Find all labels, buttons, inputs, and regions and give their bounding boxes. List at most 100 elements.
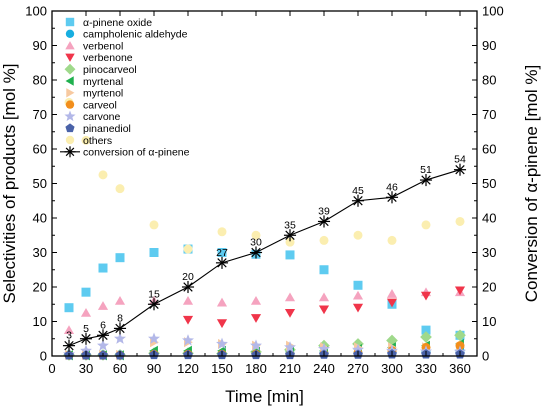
- y-right-tick-label: 20: [482, 280, 496, 295]
- y-right-tick-label: 90: [482, 38, 496, 53]
- legend-label: verbenone: [83, 52, 133, 64]
- data-label: 39: [318, 205, 330, 217]
- data-point: [96, 329, 110, 342]
- data-point: [114, 332, 126, 344]
- legend-label: campholenic aldehyde: [83, 29, 188, 41]
- asterisk-stroke: [455, 164, 465, 175]
- data-point: [317, 215, 331, 228]
- asterisk-stroke: [81, 334, 91, 344]
- data-point: [453, 163, 467, 176]
- y-right-tick-label: 80: [482, 73, 496, 88]
- data-point: [113, 322, 127, 335]
- data-point: [352, 290, 364, 300]
- data-point: [284, 308, 296, 318]
- legend-marker: [65, 17, 75, 27]
- data-point: [81, 287, 91, 297]
- legend-marker: [65, 135, 75, 145]
- asterisk-stroke: [64, 340, 74, 351]
- legend-marker: [65, 41, 75, 50]
- series-3: [182, 286, 466, 329]
- data-label: 6: [100, 319, 106, 331]
- asterisk-stroke: [387, 192, 397, 203]
- legend-label: α-pinene oxide: [83, 17, 152, 29]
- legend-label: carvone: [83, 111, 121, 123]
- series-2: [63, 287, 466, 335]
- y-right-tick-label: 50: [482, 176, 496, 191]
- data-point: [420, 331, 432, 343]
- asterisk-stroke: [319, 216, 329, 227]
- y-left-tick-label: 80: [33, 73, 47, 88]
- data-point: [114, 295, 126, 305]
- y-left-tick-label: 70: [33, 107, 47, 122]
- data-point: [318, 305, 330, 315]
- legend-item: pinocarveol: [64, 63, 137, 76]
- legend-item: myrtenal: [65, 76, 123, 88]
- legend-label: pinocarveol: [83, 64, 137, 76]
- legend-marker: [66, 88, 75, 98]
- y-left-tick-label: 50: [33, 176, 47, 191]
- x-tick-label: 150: [211, 361, 233, 376]
- data-label: 35: [284, 219, 296, 231]
- data-point: [386, 298, 398, 308]
- asterisk-stroke: [251, 247, 261, 258]
- data-point: [352, 343, 364, 355]
- data-point: [63, 325, 75, 335]
- asterisk-stroke: [353, 196, 363, 206]
- y-right-tick-label: 40: [482, 211, 496, 226]
- data-point: [454, 329, 466, 342]
- data-point: [353, 280, 363, 290]
- data-label: 54: [454, 154, 466, 166]
- x-tick-label: 210: [279, 361, 301, 376]
- data-point: [421, 325, 431, 335]
- data-point: [318, 292, 330, 302]
- legend-item: carveol: [65, 99, 117, 111]
- data-point: [182, 295, 194, 305]
- data-point: [183, 244, 193, 254]
- data-point: [352, 303, 364, 313]
- x-tick-label: 60: [113, 361, 127, 376]
- data-point: [285, 237, 295, 247]
- data-point: [62, 339, 76, 352]
- data-point: [421, 220, 431, 230]
- data-point: [217, 248, 227, 257]
- data-point: [97, 339, 109, 351]
- y-right-tick-label: 70: [482, 107, 496, 122]
- y-left-tick-label: 60: [33, 142, 47, 157]
- data-point: [283, 229, 297, 242]
- data-point: [217, 227, 227, 237]
- asterisk-stroke: [421, 175, 431, 185]
- data-label: 3: [66, 330, 72, 342]
- data-point: [249, 246, 263, 259]
- asterisk-stroke: [285, 230, 295, 240]
- legend-marker: [64, 110, 76, 122]
- x-tick-label: 270: [347, 361, 369, 376]
- legend-label: conversion of α-pinene: [83, 147, 190, 159]
- x-axis-title: Time [min]: [225, 387, 304, 406]
- data-point: [147, 298, 161, 311]
- legend-marker: [65, 123, 75, 133]
- data-point: [455, 216, 465, 226]
- data-point: [64, 303, 74, 313]
- data-point: [149, 248, 159, 257]
- y-axis-right-title: Conversion of α-pinene [mol %]: [522, 65, 541, 303]
- y-right-tick-label: 60: [482, 142, 496, 157]
- y-left-tick-label: 100: [25, 4, 47, 19]
- x-tick-label: 0: [48, 361, 55, 376]
- data-point: [81, 135, 91, 145]
- y-left-tick-label: 90: [33, 38, 47, 53]
- legend-label: pinanediol: [83, 123, 131, 135]
- data-label: 45: [352, 185, 364, 197]
- legend-item: campholenic aldehyde: [65, 29, 188, 41]
- y-right-tick-label: 30: [482, 245, 496, 260]
- x-tick-label: 120: [177, 361, 199, 376]
- data-point: [387, 235, 397, 245]
- data-point: [182, 315, 194, 325]
- x-tick-label: 360: [449, 361, 471, 376]
- data-label: 30: [250, 237, 262, 249]
- data-point: [181, 280, 195, 294]
- x-tick-label: 30: [79, 361, 93, 376]
